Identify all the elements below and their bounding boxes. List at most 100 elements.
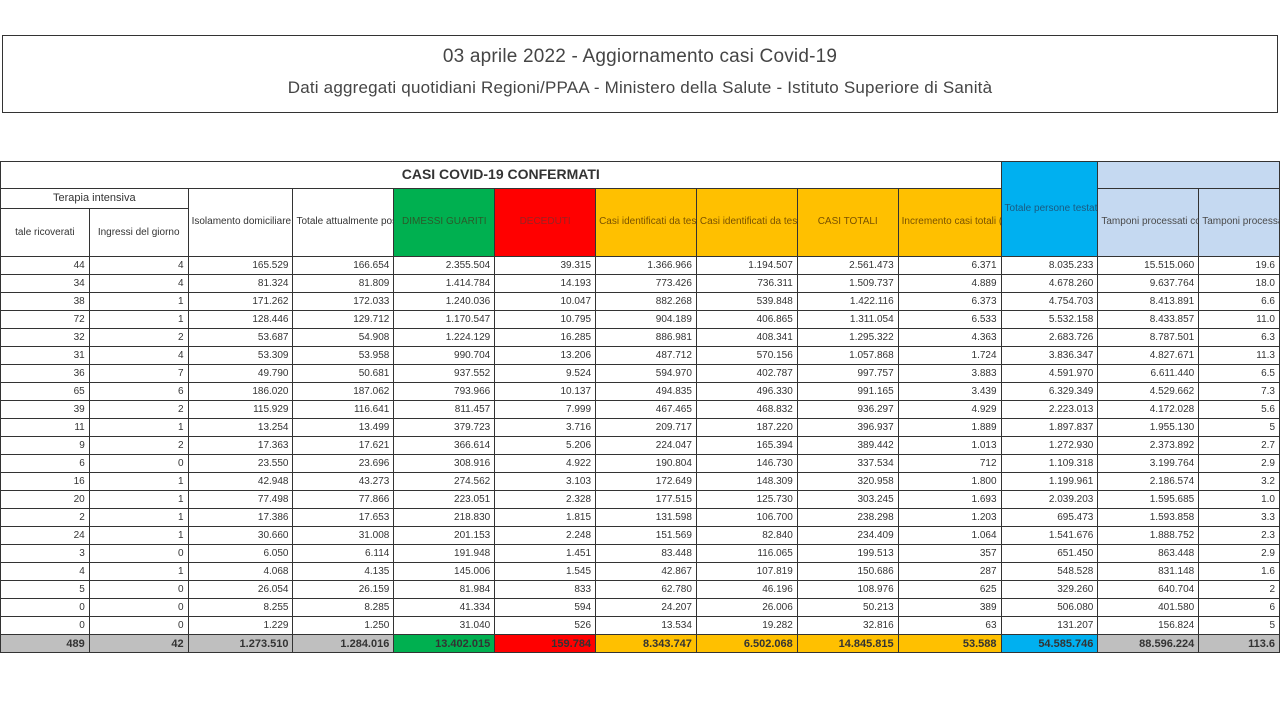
cell: 1.057.868	[797, 347, 898, 365]
cell: 10.047	[495, 293, 596, 311]
cell: 41.334	[394, 599, 495, 617]
cell: 402.787	[696, 365, 797, 383]
cell: 30.660	[188, 527, 293, 545]
cell: 1.064	[898, 527, 1001, 545]
cell: 389	[898, 599, 1001, 617]
cell: 11.3	[1199, 347, 1280, 365]
cell: 6.611.440	[1098, 365, 1199, 383]
cell: 46.196	[696, 581, 797, 599]
cell: 2.561.473	[797, 257, 898, 275]
cell: 2	[89, 437, 188, 455]
cell: 1.295.322	[797, 329, 898, 347]
cell: 16.285	[495, 329, 596, 347]
cell: 8.433.857	[1098, 311, 1199, 329]
cell: 6.050	[188, 545, 293, 563]
table-row: 6023.55023.696308.9164.922190.804146.730…	[1, 455, 1280, 473]
cell: 14.193	[495, 275, 596, 293]
cell: 5	[1199, 419, 1280, 437]
cell: 793.966	[394, 383, 495, 401]
cell: 2.328	[495, 491, 596, 509]
table-row: 31453.30953.958990.70413.206487.712570.1…	[1, 347, 1280, 365]
cell: 3.3	[1199, 509, 1280, 527]
cell: 736.311	[696, 275, 797, 293]
cell: 62.780	[596, 581, 697, 599]
cell: 1.800	[898, 473, 1001, 491]
cell: 2	[89, 401, 188, 419]
cell: 308.916	[394, 455, 495, 473]
cell: 54.908	[293, 329, 394, 347]
cell: 77.498	[188, 491, 293, 509]
cell: 6.114	[293, 545, 394, 563]
cell: 6	[1, 455, 90, 473]
cell: 1	[89, 563, 188, 581]
cell: 16	[1, 473, 90, 491]
totals-cell: 88.596.224	[1098, 635, 1199, 653]
cell: 172.649	[596, 473, 697, 491]
col-header: Ingressi del giorno	[89, 209, 188, 257]
cell: 1.889	[898, 419, 1001, 437]
cell: 165.529	[188, 257, 293, 275]
cell: 4.754.703	[1001, 293, 1098, 311]
totals-cell: 159.784	[495, 635, 596, 653]
cell: 4.827.671	[1098, 347, 1199, 365]
cell: 1.0	[1199, 491, 1280, 509]
cell: 396.937	[797, 419, 898, 437]
cell: 0	[89, 455, 188, 473]
totals-row: 489421.273.5101.284.01613.402.015159.784…	[1, 635, 1280, 653]
table-row: 16142.94843.273274.5623.103172.649148.30…	[1, 473, 1280, 491]
cell: 7.999	[495, 401, 596, 419]
cell: 13.499	[293, 419, 394, 437]
cell: 9.637.764	[1098, 275, 1199, 293]
cell: 904.189	[596, 311, 697, 329]
cell: 5.206	[495, 437, 596, 455]
totals-cell: 1.284.016	[293, 635, 394, 653]
cell: 329.260	[1001, 581, 1098, 599]
cell: 83.448	[596, 545, 697, 563]
cell: 1.888.752	[1098, 527, 1199, 545]
cell: 274.562	[394, 473, 495, 491]
col-header: DIMESSI GUARITI	[394, 188, 495, 257]
cell: 1.109.318	[1001, 455, 1098, 473]
cell: 26.159	[293, 581, 394, 599]
cell: 1.240.036	[394, 293, 495, 311]
cell: 3.883	[898, 365, 1001, 383]
col-header: Tamponi processati con test molecolare	[1098, 188, 1199, 257]
cell: 171.262	[188, 293, 293, 311]
cell: 401.580	[1098, 599, 1199, 617]
cell: 1.224.129	[394, 329, 495, 347]
cell: 3.199.764	[1098, 455, 1199, 473]
cell: 4.678.260	[1001, 275, 1098, 293]
cell: 936.297	[797, 401, 898, 419]
cell: 190.804	[596, 455, 697, 473]
cell: 1.6	[1199, 563, 1280, 581]
cell: 882.268	[596, 293, 697, 311]
cell: 209.717	[596, 419, 697, 437]
cell: 18.0	[1199, 275, 1280, 293]
cell: 53.687	[188, 329, 293, 347]
table-row: 392115.929116.641811.4577.999467.465468.…	[1, 401, 1280, 419]
cell: 9	[1, 437, 90, 455]
cell: 50.681	[293, 365, 394, 383]
totals-cell: 113.6	[1199, 635, 1280, 653]
cell: 863.448	[1098, 545, 1199, 563]
totals-cell: 13.402.015	[394, 635, 495, 653]
cell: 1.545	[495, 563, 596, 581]
cell: 31.040	[394, 617, 495, 635]
cell: 0	[1, 599, 90, 617]
cell: 4.929	[898, 401, 1001, 419]
cell: 4.068	[188, 563, 293, 581]
cell: 811.457	[394, 401, 495, 419]
table-row: 2117.38617.653218.8301.815131.598106.700…	[1, 509, 1280, 527]
cell: 165.394	[696, 437, 797, 455]
cell: 0	[1, 617, 90, 635]
cell: 5	[1, 581, 90, 599]
cell: 156.824	[1098, 617, 1199, 635]
col-header: Totale attualmente positivi	[293, 188, 394, 257]
cell: 1	[89, 491, 188, 509]
cell: 886.981	[596, 329, 697, 347]
table-row: 9217.36317.621366.6145.206224.047165.394…	[1, 437, 1280, 455]
cell: 1.366.966	[596, 257, 697, 275]
table-row: 444165.529166.6542.355.50439.3151.366.96…	[1, 257, 1280, 275]
cell: 11.0	[1199, 311, 1280, 329]
col-header: Isolamento domiciliare	[188, 188, 293, 257]
